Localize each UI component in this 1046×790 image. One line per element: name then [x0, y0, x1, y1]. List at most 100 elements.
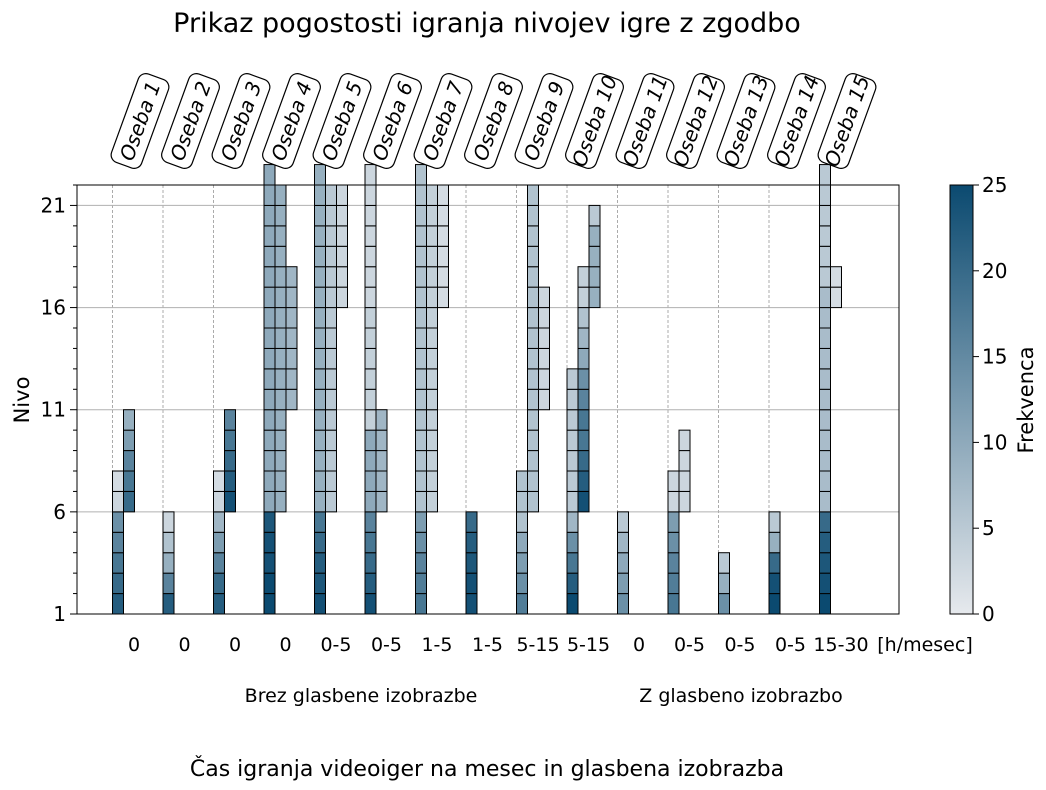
heatmap-cell [123, 490, 135, 513]
heatmap-cell [415, 511, 427, 533]
heatmap-cell [426, 286, 438, 309]
heatmap-cell [617, 511, 629, 533]
heatmap-cell [588, 204, 601, 227]
heatmap-cell [112, 470, 124, 492]
heatmap-cell [325, 266, 337, 288]
heatmap-cell [263, 429, 276, 452]
heatmap-cell [819, 450, 831, 472]
heatmap-cell [819, 286, 831, 309]
heatmap-cell [274, 307, 287, 329]
heatmap-cell [415, 164, 427, 186]
heatmap-cell [213, 572, 225, 595]
heatmap-cell [314, 307, 326, 329]
heatmap-cell [274, 286, 287, 309]
heatmap-cell [325, 388, 337, 411]
heatmap-cell [263, 266, 276, 288]
person-label-box [514, 73, 574, 169]
heatmap-cell [437, 204, 449, 227]
heatmap-cell [830, 266, 842, 288]
person-label-text: Oseba 10 [567, 72, 622, 170]
heatmap-cell [617, 552, 629, 574]
heatmap-cell [617, 531, 629, 554]
heatmap-cell [364, 307, 377, 329]
hours-label: 0 [229, 634, 241, 656]
person-label-text: Oseba 14 [769, 72, 824, 170]
heatmap-cell [577, 388, 590, 411]
hours-label: 5-15 [567, 634, 610, 656]
heatmap-cell [274, 450, 287, 472]
heatmap-cell [819, 429, 831, 452]
heatmap-cell [325, 470, 337, 492]
person-label-box [161, 73, 220, 169]
heatmap-cell [678, 490, 691, 513]
heatmap-cell [819, 388, 831, 411]
heatmap-cell [415, 327, 427, 349]
person-label-box [716, 73, 776, 169]
heatmap-cell [538, 347, 550, 370]
person-label-text: Oseba 8 [468, 78, 519, 164]
heatmap-cell [274, 409, 287, 431]
person-label-text: Oseba 12 [668, 72, 723, 170]
heatmap-cell [819, 511, 831, 533]
person-label-text: Oseba 5 [317, 78, 368, 164]
person-label-text: Oseba 9 [519, 78, 570, 164]
heatmap-cell [426, 368, 438, 390]
heatmap-cell [819, 266, 831, 288]
heatmap-cell [274, 204, 287, 227]
heatmap-cell [213, 552, 225, 574]
heatmap-cell [667, 511, 680, 533]
heatmap-cell [314, 388, 326, 411]
colorbar [949, 184, 974, 615]
heatmap-cell [375, 450, 388, 472]
heatmap-cell [213, 490, 225, 513]
heatmap-cell [426, 245, 438, 268]
heatmap-cell [285, 347, 298, 370]
heatmap-cell [437, 286, 449, 309]
person-label-box [666, 73, 725, 169]
heatmap-cell [213, 593, 225, 615]
heatmap-cell [768, 572, 781, 595]
heatmap-cell [819, 531, 831, 554]
heatmap-cell [516, 490, 528, 513]
heatmap-cell [437, 245, 449, 268]
heatmap-cell [263, 307, 276, 329]
heatmap-cell [314, 204, 326, 227]
heatmap-cell [426, 409, 438, 431]
heatmap-cell [162, 531, 175, 554]
heatmap-cell [375, 429, 388, 452]
heatmap-cell [274, 347, 287, 370]
person-label-box [767, 73, 826, 169]
heatmap-cell [527, 368, 539, 390]
heatmap-cell [465, 511, 478, 533]
y-axis-label: Nivo [10, 377, 34, 424]
heatmap-cell [415, 184, 427, 206]
heatmap-cell [819, 164, 831, 186]
heatmap-cell [336, 266, 348, 288]
heatmap-cell [364, 429, 377, 452]
heatmap-cell [263, 286, 276, 309]
heatmap-cell [314, 225, 326, 247]
heatmap-cell [263, 511, 276, 533]
heatmap-cell [364, 204, 377, 227]
heatmap-cell [336, 245, 348, 268]
colorbar-label: Frekvenca [1014, 347, 1038, 454]
heatmap-cell [527, 450, 539, 472]
heatmap-cell [718, 593, 730, 615]
heatmap-cell [274, 225, 287, 247]
heatmap-cell [516, 470, 528, 492]
heatmap-cell [263, 245, 276, 268]
person-label-text: Oseba 15 [819, 72, 874, 170]
heatmap-cell [274, 490, 287, 513]
heatmap-cell [314, 164, 326, 186]
hours-label: 0-5 [320, 634, 351, 656]
person-label-text: Oseba 6 [367, 78, 418, 164]
heatmap-cell [527, 184, 539, 206]
heatmap-cell [426, 429, 438, 452]
heatmap-cell [566, 593, 579, 615]
heatmap-cell [588, 225, 601, 247]
heatmap-cell [819, 368, 831, 390]
heatmap-cell [263, 204, 276, 227]
heatmap-cell [415, 307, 427, 329]
heatmap-cell [819, 470, 831, 492]
heatmap-cell [577, 327, 590, 349]
